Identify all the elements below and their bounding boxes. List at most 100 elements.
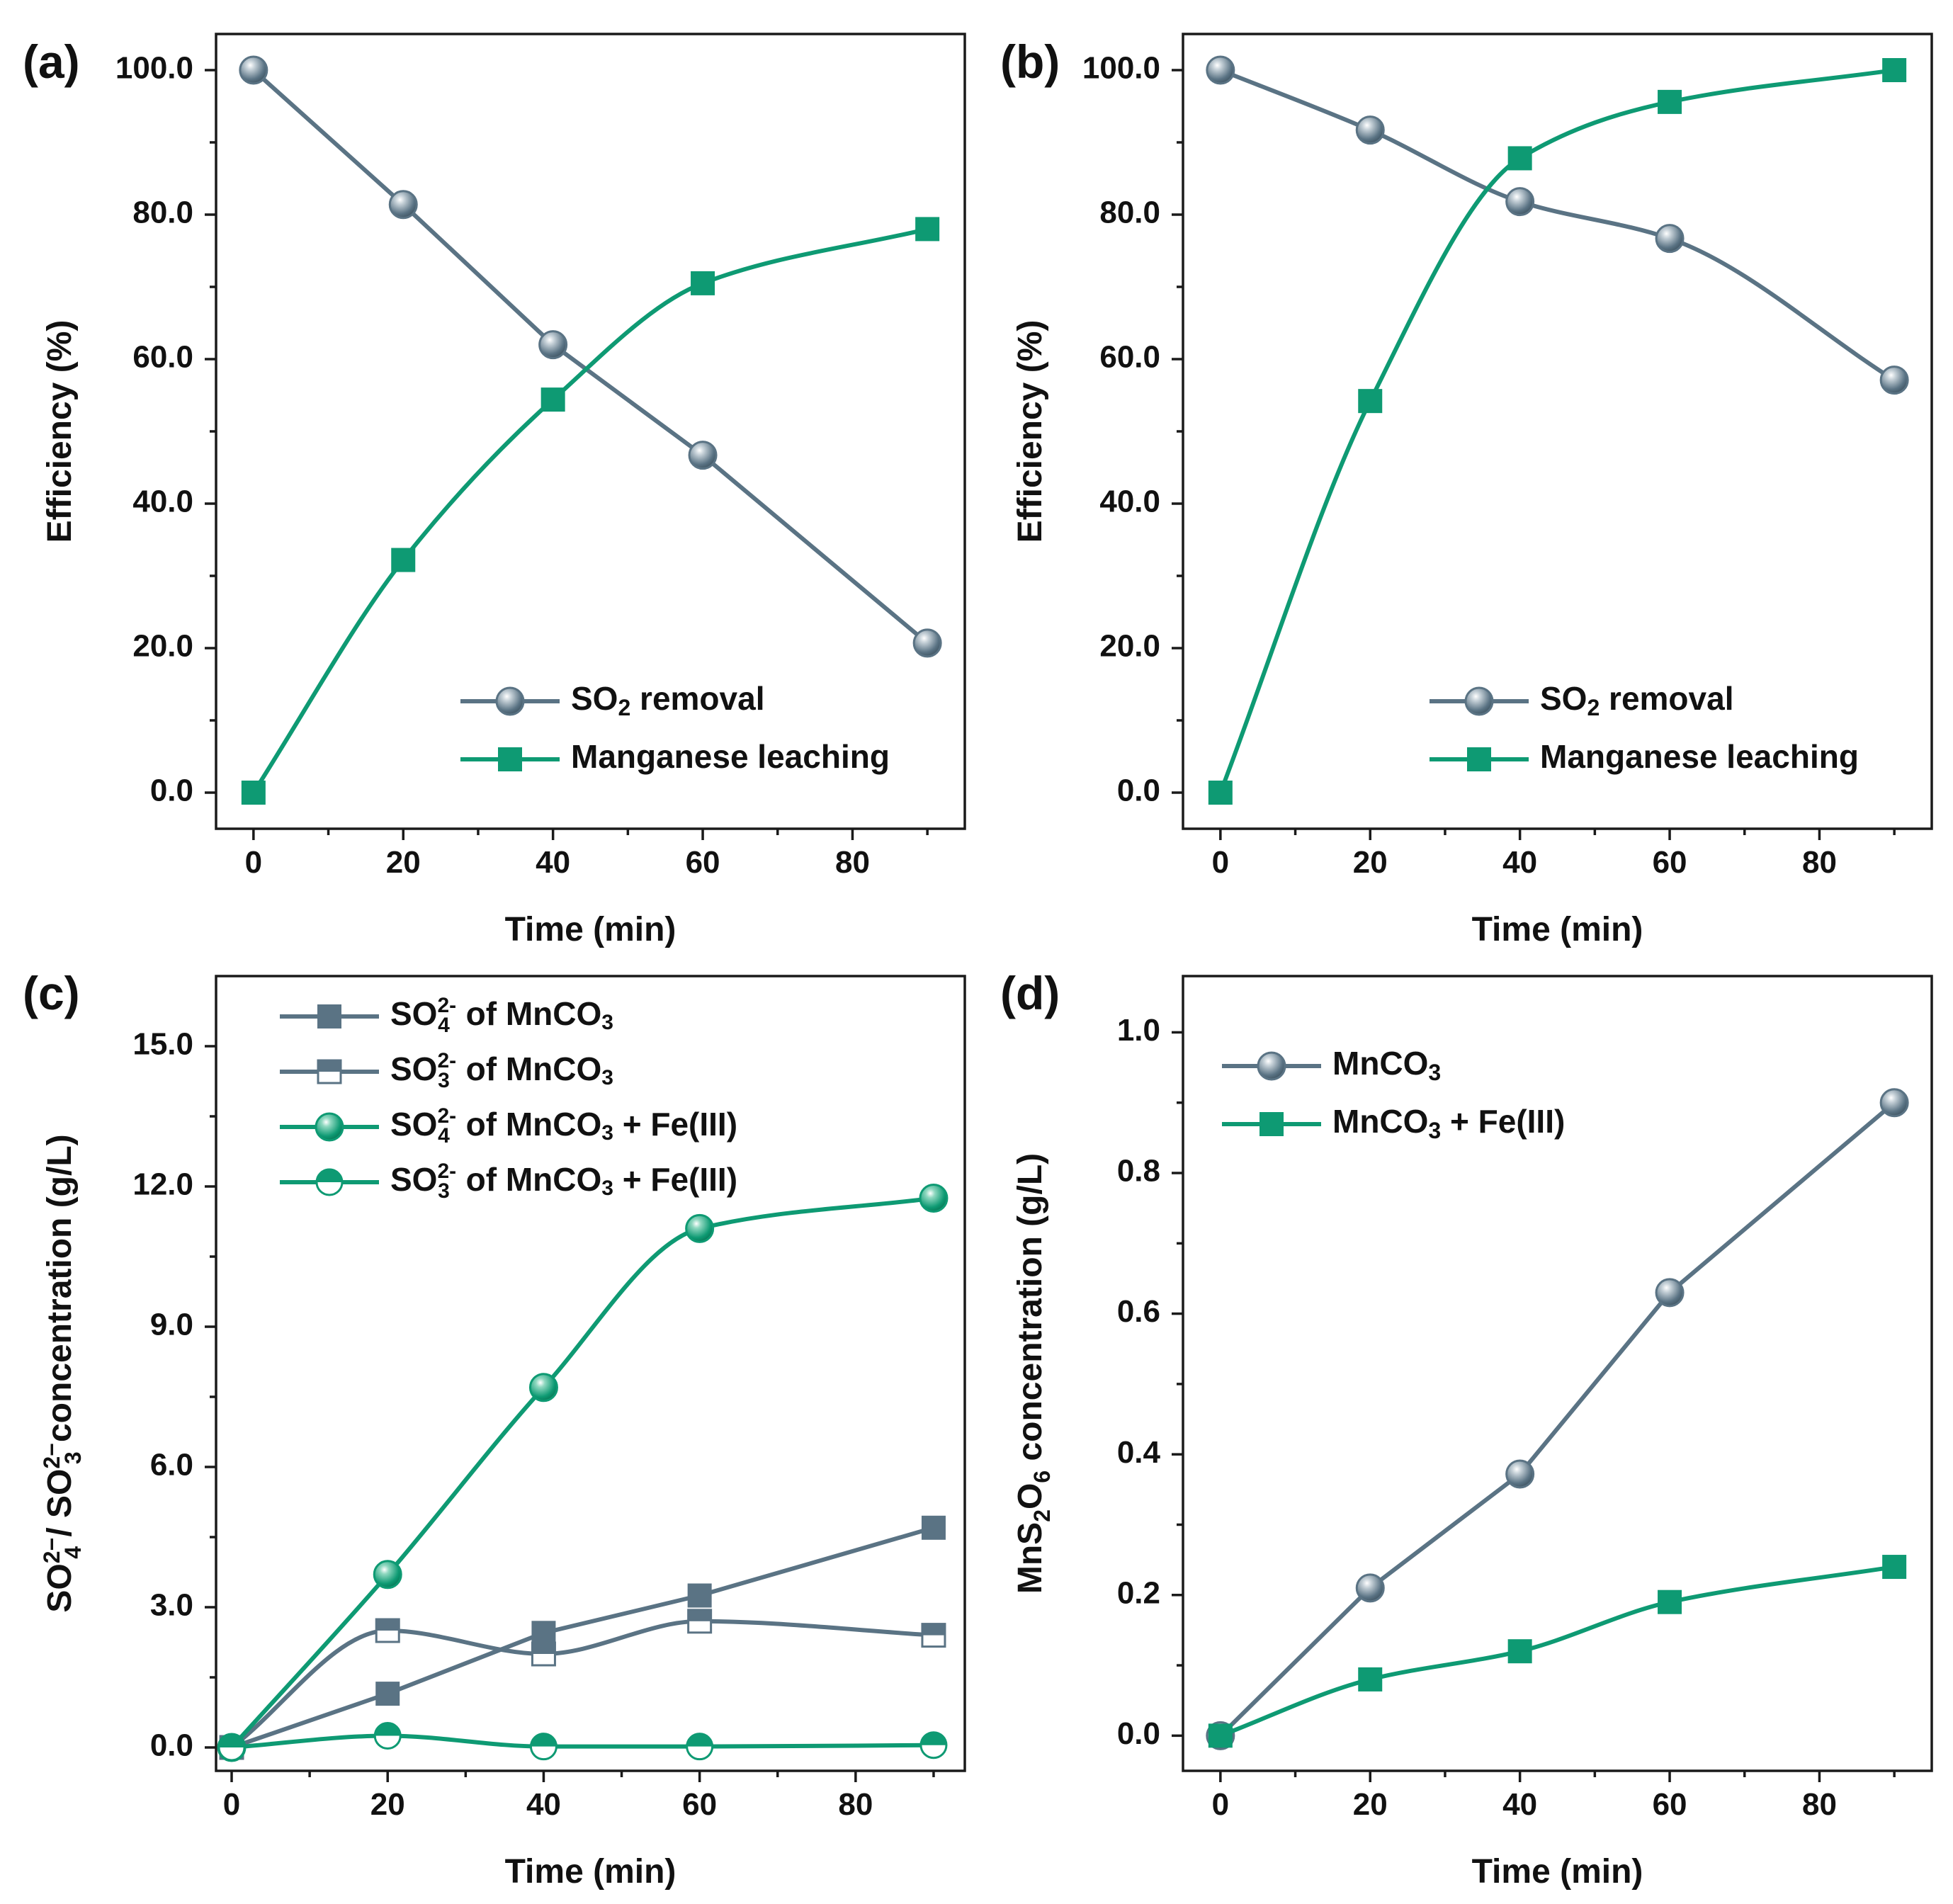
data-point	[1355, 115, 1385, 145]
legend-label: Manganese leaching	[571, 738, 890, 775]
series-line	[230, 1525, 936, 1750]
x-axis-label: Time (min)	[1472, 911, 1643, 948]
legend-marker	[317, 1059, 342, 1084]
data-point	[1505, 187, 1535, 217]
legend: SO2 removal Manganese leaching	[460, 680, 890, 775]
panel-label: (d)	[1000, 967, 1060, 1019]
data-point	[1355, 1573, 1385, 1603]
data-point	[1507, 1639, 1532, 1664]
x-tick-label: 60	[1653, 1787, 1687, 1822]
x-tick-label: 40	[526, 1787, 561, 1822]
data-point	[686, 1733, 714, 1761]
data-point	[1358, 1667, 1383, 1692]
data-point	[1206, 55, 1235, 85]
y-tick-label: 3.0	[150, 1588, 193, 1623]
y-tick-label: 0.4	[1117, 1435, 1161, 1470]
data-point	[921, 1623, 946, 1648]
legend-marker	[1467, 747, 1491, 771]
legend-label: SO2 removal	[1540, 680, 1733, 720]
legend: SO2-4 of MnCO3 SO2-3 of MnCO3 SO2-4 of MnC…	[280, 994, 737, 1203]
x-tick-label: 60	[682, 1787, 717, 1822]
y-tick-label: 9.0	[150, 1308, 193, 1342]
series-line	[1218, 68, 1897, 795]
x-axis-label: Time (min)	[505, 1853, 677, 1891]
data-point	[912, 628, 942, 658]
data-point	[241, 781, 266, 805]
legend-marker	[498, 747, 522, 771]
legend-label: MnCO3 + Fe(III)	[1332, 1103, 1565, 1143]
data-point	[1879, 1088, 1909, 1118]
data-point	[373, 1722, 402, 1750]
x-tick-label: 20	[370, 1787, 405, 1822]
legend-marker	[495, 686, 525, 716]
data-point	[529, 1733, 557, 1761]
legend: MnCO3 MnCO3 + Fe(III)	[1222, 1045, 1565, 1143]
plot-frame	[1182, 975, 1933, 1772]
data-point	[1208, 1723, 1233, 1748]
x-tick-label: 40	[536, 845, 570, 880]
x-tick-label: 0	[1212, 1787, 1229, 1822]
data-point	[921, 1515, 946, 1540]
data-point	[388, 190, 418, 220]
data-point	[1655, 224, 1685, 254]
y-tick-label: 0.0	[150, 1728, 193, 1763]
y-axis-label: MnS2O6 concentration (g/L)	[1012, 1153, 1055, 1594]
data-point	[1879, 366, 1909, 395]
x-axis-label: Time (min)	[505, 911, 677, 948]
legend-marker	[1464, 686, 1494, 716]
x-tick-label: 60	[1653, 845, 1687, 880]
series-line	[251, 68, 930, 645]
y-tick-label: 6.0	[150, 1448, 193, 1483]
series-line	[230, 1733, 936, 1750]
series-2	[217, 1184, 949, 1762]
chart-panel-a: (a) 0 20 40 60 80 0.0 20.0 40.0 60.0 80.0 100.0 Time…	[23, 33, 966, 948]
y-axis-label: SO2−4 / SO2−3 concentration (g/L)	[39, 1134, 86, 1612]
data-point	[391, 548, 416, 572]
data-point	[1358, 389, 1383, 414]
data-point	[1505, 1459, 1535, 1489]
y-tick-label: 15.0	[132, 1027, 193, 1062]
data-point	[919, 1731, 948, 1760]
data-point	[1658, 1590, 1682, 1614]
series-line	[230, 1196, 936, 1750]
series-0	[1206, 55, 1909, 395]
legend: SO2 removal Manganese leaching	[1430, 680, 1859, 775]
data-point	[919, 1184, 949, 1213]
data-point	[239, 55, 268, 85]
x-tick-label: 80	[1802, 1787, 1837, 1822]
legend-label: Manganese leaching	[1540, 738, 1859, 775]
data-point	[1658, 89, 1682, 114]
x-tick-label: 80	[838, 1787, 873, 1822]
legend-label: SO2-4 of MnCO3 + Fe(III)	[390, 1104, 737, 1148]
y-tick-label: 0.0	[1117, 1716, 1160, 1751]
legend-label: MnCO3	[1332, 1045, 1441, 1085]
legend-marker	[317, 1004, 341, 1028]
y-tick-label: 0.0	[150, 774, 193, 808]
data-point	[217, 1733, 246, 1762]
y-tick-label: 40.0	[1099, 484, 1160, 519]
legend-marker	[315, 1168, 344, 1196]
data-point	[1208, 781, 1233, 805]
data-point	[691, 271, 715, 295]
legend-label: SO2-3 of MnCO3 + Fe(III)	[390, 1160, 737, 1203]
x-tick-label: 60	[686, 845, 720, 880]
data-point	[531, 1641, 556, 1667]
x-tick-label: 80	[1802, 845, 1837, 880]
y-tick-label: 40.0	[132, 484, 193, 519]
chart-panel-d: (d) 0 20 40 60 80 0.0 0.2 0.4 0.6 0.8 1.0 Time (min)…	[1000, 967, 1933, 1891]
series-line	[1218, 1565, 1897, 1738]
data-point	[1882, 58, 1907, 82]
y-tick-label: 0.8	[1117, 1154, 1160, 1189]
x-tick-label: 20	[1353, 845, 1388, 880]
series-1	[1208, 58, 1907, 805]
y-tick-label: 100.0	[1082, 51, 1160, 86]
legend-marker	[315, 1112, 344, 1142]
series-0	[1206, 1088, 1909, 1750]
series-1	[241, 217, 940, 805]
chart-panel-b: (b) 0 20 40 60 80 0.0 20.0 40.0 60.0 80.0 100.0 Time…	[1000, 33, 1933, 948]
data-point	[538, 330, 568, 360]
y-tick-label: 0.0	[1117, 774, 1160, 808]
data-point	[687, 1583, 712, 1608]
panel-label: (a)	[23, 35, 80, 88]
